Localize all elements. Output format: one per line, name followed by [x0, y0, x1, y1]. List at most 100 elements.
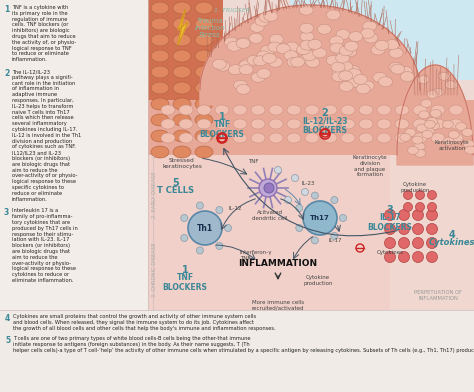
Ellipse shape	[179, 105, 193, 115]
Ellipse shape	[239, 65, 253, 75]
Circle shape	[428, 191, 437, 200]
Ellipse shape	[263, 53, 276, 64]
Ellipse shape	[236, 38, 250, 48]
Ellipse shape	[371, 45, 385, 55]
Ellipse shape	[305, 119, 319, 129]
Text: 1: 1	[219, 112, 225, 122]
Ellipse shape	[449, 105, 463, 115]
Ellipse shape	[462, 129, 473, 136]
Polygon shape	[397, 65, 473, 165]
FancyBboxPatch shape	[0, 310, 474, 392]
Ellipse shape	[422, 130, 433, 138]
Ellipse shape	[305, 133, 319, 143]
Ellipse shape	[347, 69, 361, 79]
Ellipse shape	[341, 105, 355, 115]
Ellipse shape	[236, 84, 250, 94]
Ellipse shape	[391, 64, 405, 74]
Ellipse shape	[284, 51, 298, 60]
Ellipse shape	[401, 72, 414, 82]
Ellipse shape	[151, 66, 169, 78]
Ellipse shape	[308, 39, 322, 49]
Circle shape	[274, 167, 282, 174]
Ellipse shape	[173, 114, 191, 126]
Ellipse shape	[431, 105, 445, 115]
Ellipse shape	[359, 105, 373, 115]
Ellipse shape	[331, 62, 345, 72]
Ellipse shape	[296, 45, 310, 54]
Ellipse shape	[195, 98, 213, 110]
Ellipse shape	[195, 130, 213, 142]
Ellipse shape	[269, 133, 283, 143]
Ellipse shape	[465, 146, 474, 154]
Text: T CELLS: T CELLS	[157, 186, 194, 195]
Ellipse shape	[195, 66, 213, 78]
Ellipse shape	[250, 22, 264, 32]
Ellipse shape	[424, 120, 435, 128]
Circle shape	[416, 203, 425, 212]
Text: Acitvated
dendritic cell: Acitvated dendritic cell	[252, 210, 288, 221]
Text: 2. EARLY DISEASE: 2. EARLY DISEASE	[152, 172, 157, 218]
Ellipse shape	[338, 71, 353, 81]
Ellipse shape	[360, 81, 374, 91]
Polygon shape	[178, 10, 188, 45]
Ellipse shape	[268, 57, 283, 67]
Circle shape	[303, 201, 337, 235]
Ellipse shape	[356, 84, 370, 94]
Ellipse shape	[332, 72, 346, 82]
Ellipse shape	[399, 66, 412, 76]
Ellipse shape	[333, 45, 346, 55]
Text: 4: 4	[5, 314, 10, 323]
Ellipse shape	[197, 119, 211, 129]
Ellipse shape	[195, 146, 213, 158]
Ellipse shape	[323, 105, 337, 115]
Ellipse shape	[336, 29, 350, 40]
Text: 4: 4	[448, 230, 456, 240]
Ellipse shape	[269, 34, 283, 44]
Circle shape	[384, 238, 395, 249]
Ellipse shape	[173, 66, 191, 78]
Ellipse shape	[330, 43, 344, 53]
Ellipse shape	[428, 122, 439, 130]
Ellipse shape	[343, 47, 356, 57]
Ellipse shape	[287, 133, 301, 143]
Ellipse shape	[423, 127, 434, 136]
Text: 2: 2	[4, 69, 9, 78]
FancyBboxPatch shape	[148, 100, 474, 160]
Ellipse shape	[268, 42, 282, 52]
Text: 3: 3	[4, 209, 9, 218]
Ellipse shape	[300, 32, 314, 42]
Ellipse shape	[354, 74, 367, 84]
Circle shape	[216, 243, 223, 249]
Ellipse shape	[264, 11, 278, 21]
Ellipse shape	[285, 42, 299, 52]
Text: 1. TRIGGER: 1. TRIGGER	[214, 8, 250, 13]
Circle shape	[339, 214, 346, 221]
Ellipse shape	[300, 23, 313, 33]
Ellipse shape	[427, 118, 438, 125]
Text: The IL-12/IL-23
pathway plays a signifi-
cant role in the initiation
of inflamma: The IL-12/IL-23 pathway plays a signifi-…	[12, 69, 81, 201]
Ellipse shape	[377, 133, 391, 143]
Text: INFLAMMATION: INFLAMMATION	[238, 258, 318, 267]
Ellipse shape	[228, 65, 242, 75]
Circle shape	[311, 192, 319, 199]
Ellipse shape	[347, 77, 362, 87]
Circle shape	[403, 203, 412, 212]
Ellipse shape	[326, 10, 340, 20]
Ellipse shape	[313, 48, 327, 58]
Text: Cytokine
production: Cytokine production	[400, 182, 430, 193]
Ellipse shape	[413, 119, 427, 129]
Ellipse shape	[151, 146, 169, 158]
Circle shape	[196, 247, 203, 254]
Ellipse shape	[409, 146, 420, 154]
Circle shape	[399, 209, 410, 221]
Ellipse shape	[197, 133, 211, 143]
Circle shape	[292, 174, 299, 181]
Circle shape	[399, 238, 410, 249]
Ellipse shape	[385, 40, 399, 50]
Ellipse shape	[412, 136, 423, 144]
Ellipse shape	[195, 2, 213, 14]
Ellipse shape	[151, 130, 169, 142]
Ellipse shape	[151, 50, 169, 62]
Ellipse shape	[251, 119, 265, 129]
Text: TNF
BLOCKERS: TNF BLOCKERS	[163, 273, 208, 292]
